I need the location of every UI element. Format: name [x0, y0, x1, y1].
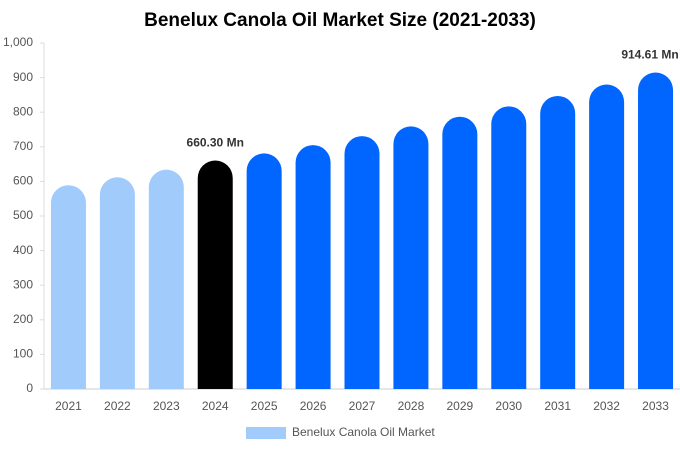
bar [148, 169, 184, 389]
y-tick-label: 900 [13, 70, 33, 84]
y-tick-label: 700 [13, 139, 33, 153]
x-tick-label: 2021 [55, 399, 82, 413]
x-tick-label: 2031 [544, 399, 571, 413]
bar [540, 95, 576, 390]
y-tick-label: 1,000 [3, 35, 33, 49]
bar [393, 126, 429, 390]
x-tick-label: 2028 [398, 399, 425, 413]
bar [197, 160, 233, 389]
x-tick-label: 2033 [642, 399, 669, 413]
y-tick-label: 800 [13, 104, 33, 118]
value-label: 660.30 Mn [187, 136, 244, 150]
x-tick-label: 2025 [251, 399, 278, 413]
bar [99, 177, 135, 389]
legend-swatch [246, 427, 286, 439]
y-tick-label: 200 [13, 312, 33, 326]
bar [638, 72, 674, 390]
value-label: 914.61 Mn [621, 48, 678, 62]
x-tick-label: 2024 [202, 399, 229, 413]
y-tick-label: 0 [26, 381, 33, 395]
y-tick-label: 600 [13, 174, 33, 188]
y-tick-label: 300 [13, 277, 33, 291]
x-tick-label: 2023 [153, 399, 180, 413]
x-tick-label: 2027 [349, 399, 376, 413]
bar [246, 153, 282, 389]
x-tick-label: 2032 [593, 399, 620, 413]
bar [50, 185, 86, 389]
x-tick-label: 2030 [495, 399, 522, 413]
y-tick-label: 400 [13, 243, 33, 257]
bar [295, 145, 331, 389]
bar [491, 106, 527, 390]
x-tick-label: 2022 [104, 399, 131, 413]
x-tick-label: 2026 [300, 399, 327, 413]
bar [442, 116, 478, 389]
x-tick-label: 2029 [446, 399, 473, 413]
y-tick-label: 500 [13, 208, 33, 222]
chart-title: Benelux Canola Oil Market Size (2021-203… [144, 10, 536, 31]
bar [589, 84, 625, 390]
y-tick-label: 100 [13, 347, 33, 361]
legend-label: Benelux Canola Oil Market [292, 425, 435, 439]
bar [344, 136, 380, 389]
